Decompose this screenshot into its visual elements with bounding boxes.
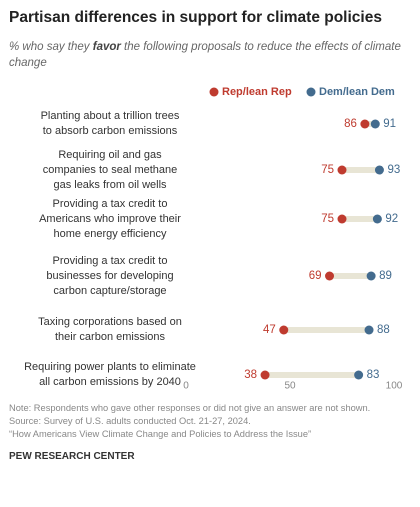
value-label: 83 bbox=[367, 369, 380, 381]
note: “How Americans View Climate Change and P… bbox=[9, 429, 312, 439]
dot bbox=[372, 214, 382, 224]
x-tick-label: 50 bbox=[284, 381, 296, 392]
category-label: Taxing corporations based on their carbo… bbox=[38, 316, 182, 343]
category-label: Providing a tax credit to businesses for… bbox=[46, 254, 174, 297]
dot bbox=[337, 165, 347, 175]
dot bbox=[354, 370, 364, 380]
value-label: 89 bbox=[379, 270, 392, 282]
dot bbox=[279, 325, 289, 335]
dot bbox=[370, 119, 380, 129]
value-label: 86 bbox=[344, 118, 357, 130]
dot bbox=[360, 119, 370, 129]
value-label: 91 bbox=[383, 118, 396, 130]
subtitle-emphasis: favor bbox=[92, 41, 121, 53]
dot bbox=[364, 325, 374, 335]
value-label: 75 bbox=[321, 213, 334, 225]
value-label: 92 bbox=[385, 213, 398, 225]
x-tick-label: 0 bbox=[183, 381, 189, 392]
legend-marker bbox=[209, 87, 219, 97]
legend-marker bbox=[306, 87, 316, 97]
chart-title: Partisan differences in support for clim… bbox=[9, 9, 382, 26]
x-tick-label: 100 bbox=[386, 381, 403, 392]
value-label: 38 bbox=[244, 369, 257, 381]
category-label: Requiring oil and gas companies to seal … bbox=[42, 148, 178, 191]
source: PEW RESEARCH CENTER bbox=[9, 451, 135, 462]
note: Note: Respondents who gave other respons… bbox=[9, 403, 371, 413]
value-label: 47 bbox=[263, 324, 276, 336]
dot bbox=[366, 271, 376, 281]
category-label: Planting about a trillion trees to absor… bbox=[40, 110, 180, 137]
value-label: 75 bbox=[321, 164, 334, 176]
legend-label: Dem/lean Dem bbox=[319, 86, 395, 98]
value-label: 69 bbox=[309, 270, 322, 282]
category-label: Providing a tax credit to Americans who … bbox=[39, 197, 181, 240]
dot bbox=[337, 214, 347, 224]
subtitle-text: % who say they bbox=[9, 41, 93, 53]
dot bbox=[325, 271, 335, 281]
note: Source: Survey of U.S. adults conducted … bbox=[9, 416, 251, 426]
subtitle: % who say they favor the following propo… bbox=[9, 39, 414, 71]
legend-label: Rep/lean Rep bbox=[222, 86, 292, 98]
category-label: Requiring power plants to eliminate all … bbox=[24, 361, 196, 388]
value-label: 88 bbox=[377, 324, 390, 336]
dot bbox=[374, 165, 384, 175]
subtitle-text: the following proposals to reduce the ef… bbox=[9, 41, 401, 69]
value-label: 93 bbox=[387, 164, 400, 176]
dot bbox=[260, 370, 270, 380]
